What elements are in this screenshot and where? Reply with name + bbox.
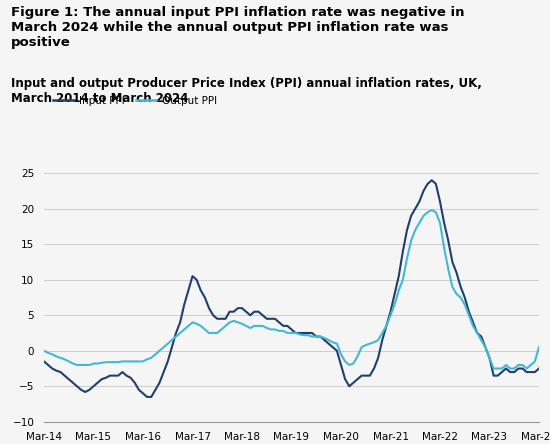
Input PPI (536, 366, 542, 371)
Line: Output PPI: Output PPI (44, 210, 539, 369)
Output PPI (511, 366, 518, 371)
Input PPI (428, 178, 435, 183)
Input PPI (511, 369, 518, 375)
Text: Figure 1: The annual input PPI inflation rate was negative in
March 2024 while t: Figure 1: The annual input PPI inflation… (11, 6, 465, 49)
Input PPI (161, 369, 167, 375)
Output PPI (251, 323, 257, 329)
Legend: Input PPI, Output PPI: Input PPI, Output PPI (49, 92, 221, 110)
Output PPI (491, 366, 497, 371)
Line: Input PPI: Input PPI (44, 180, 539, 397)
Output PPI (428, 207, 435, 213)
Input PPI (41, 359, 47, 364)
Input PPI (354, 377, 361, 382)
Output PPI (41, 348, 47, 353)
Input PPI (379, 337, 386, 343)
Input PPI (255, 309, 262, 314)
Input PPI (90, 384, 97, 389)
Output PPI (90, 361, 97, 366)
Input PPI (144, 394, 151, 400)
Output PPI (350, 361, 356, 366)
Text: Input and output Producer Price Index (PPI) annual inflation rates, UK,
March 20: Input and output Producer Price Index (P… (11, 77, 482, 105)
Output PPI (375, 337, 382, 343)
Output PPI (156, 348, 163, 353)
Output PPI (536, 345, 542, 350)
